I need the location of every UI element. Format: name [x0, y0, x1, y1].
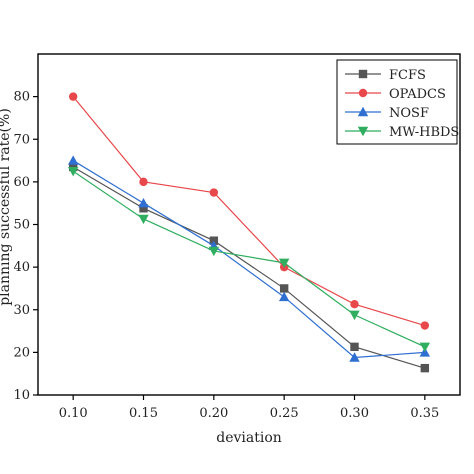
point-mw-hbds-3: [278, 258, 290, 269]
x-tick-label-2: 0.20: [199, 406, 228, 421]
y-tick-label-20: 20: [13, 345, 30, 360]
y-tick-label-50: 50: [13, 218, 30, 233]
point-mw-hbds-5: [419, 342, 431, 353]
chart-legend: FCFS OPADCS NOSF MW-HBDS: [336, 59, 459, 145]
series-line-opadcs: [72, 96, 426, 327]
legend-marker-fcfs: [358, 69, 368, 79]
point-nosf-4: [349, 352, 360, 362]
point-fcfs-4: [350, 342, 359, 352]
legend-marker-opadcs: [358, 88, 368, 98]
legend-label-opadcs: OPADCS: [389, 87, 446, 102]
point-fcfs-5: [420, 363, 430, 373]
x-tick-label-1: 0.15: [129, 406, 158, 421]
point-fcfs-1: [139, 204, 148, 213]
chart-ticks: 10 20 30 40 50 60 70 80 0.10 0.15 0.20 0.25 0.30 0.35: [13, 90, 439, 421]
point-nosf-1: [138, 197, 149, 208]
series-line-fcfs: [72, 166, 426, 369]
y-tick-label-10: 10: [13, 388, 30, 403]
series-line-mw-hbds: [72, 170, 426, 348]
legend-marker-nosf: [357, 106, 369, 117]
point-mw-hbds-2: [208, 246, 220, 257]
y-tick-label-30: 30: [13, 303, 30, 318]
point-nosf-3: [278, 291, 290, 302]
point-opadcs-2: [209, 188, 219, 197]
point-opadcs-4: [350, 300, 359, 309]
y-tick-label-40: 40: [13, 260, 30, 275]
x-tick-label-0: 0.10: [59, 406, 88, 421]
legend-label-mw-hbds: MW-HBDS: [389, 125, 459, 140]
y-axis-label: planning successful rate(%): [0, 108, 13, 306]
point-mw-hbds-1: [138, 214, 149, 225]
y-tick-label-80: 80: [13, 90, 30, 105]
point-mw-hbds-0: [67, 167, 79, 177]
point-fcfs-0: [68, 162, 78, 172]
legend-label-nosf: NOSF: [389, 106, 429, 121]
x-tick-label-5: 0.35: [410, 406, 439, 421]
y-tick-label-70: 70: [13, 132, 30, 147]
chart-series: [67, 92, 431, 373]
point-opadcs-5: [420, 321, 430, 330]
point-opadcs-0: [68, 92, 78, 101]
x-tick-label-4: 0.30: [340, 406, 369, 421]
point-opadcs-1: [139, 177, 148, 187]
legend-marker-mw-hbds: [357, 126, 369, 137]
x-tick-label-3: 0.25: [270, 406, 299, 421]
point-nosf-0: [67, 155, 79, 165]
legend-label-fcfs: FCFS: [389, 68, 426, 83]
series-line-nosf: [72, 160, 425, 359]
x-axis-label: deviation: [216, 430, 282, 446]
point-mw-hbds-4: [349, 310, 360, 321]
y-tick-label-60: 60: [13, 175, 30, 190]
point-fcfs-3: [279, 284, 289, 293]
